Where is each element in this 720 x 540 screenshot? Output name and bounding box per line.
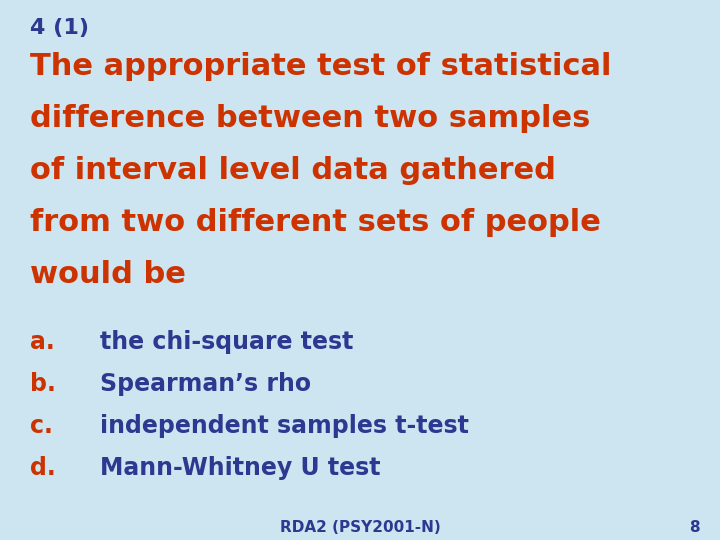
Text: difference between two samples: difference between two samples — [30, 104, 590, 133]
Text: RDA2 (PSY2001-N): RDA2 (PSY2001-N) — [279, 520, 441, 535]
Text: Spearman’s rho: Spearman’s rho — [100, 372, 311, 396]
Text: from two different sets of people: from two different sets of people — [30, 208, 601, 237]
Text: d.: d. — [30, 456, 55, 480]
Text: 8: 8 — [689, 520, 700, 535]
Text: the chi-square test: the chi-square test — [100, 330, 354, 354]
Text: The appropriate test of statistical: The appropriate test of statistical — [30, 52, 611, 81]
Text: Mann-Whitney U test: Mann-Whitney U test — [100, 456, 380, 480]
Text: 4 (1): 4 (1) — [30, 18, 89, 38]
Text: c.: c. — [30, 414, 53, 438]
Text: b.: b. — [30, 372, 56, 396]
Text: a.: a. — [30, 330, 55, 354]
Text: of interval level data gathered: of interval level data gathered — [30, 156, 556, 185]
Text: would be: would be — [30, 260, 186, 289]
Text: independent samples t-test: independent samples t-test — [100, 414, 469, 438]
